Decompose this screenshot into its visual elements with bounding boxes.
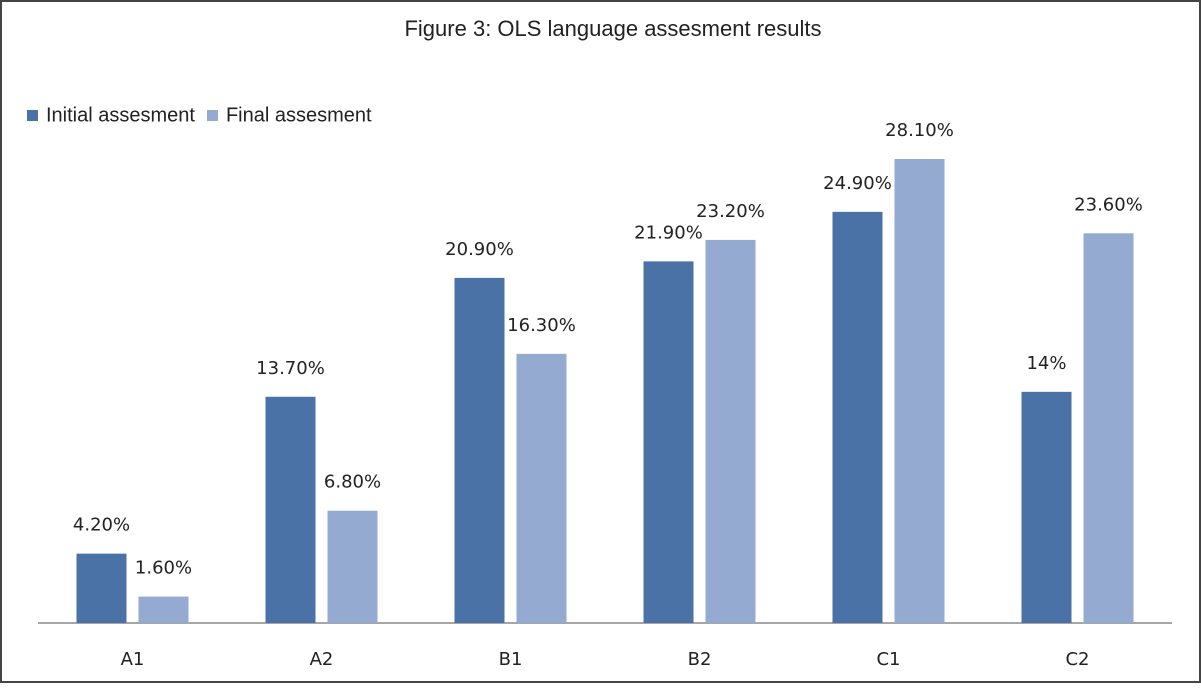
bar	[832, 211, 883, 624]
x-tick-label: B2	[688, 649, 712, 670]
value-label: 1.60%	[135, 558, 192, 579]
x-tick-label: B1	[499, 649, 523, 670]
bar	[516, 353, 567, 623]
bar	[894, 159, 945, 623]
value-label: 16.30%	[507, 315, 576, 336]
value-label: 14%	[1026, 353, 1066, 374]
bar	[76, 553, 127, 623]
legend: Initial assesment Final assesment	[27, 104, 372, 126]
bar	[643, 261, 694, 623]
value-label: 4.20%	[73, 515, 130, 536]
value-label: 24.90%	[823, 173, 892, 194]
value-label: 21.90%	[634, 222, 703, 243]
x-tick-label: C1	[876, 649, 900, 670]
x-tick-label: C2	[1065, 649, 1089, 670]
value-label: 6.80%	[324, 472, 381, 493]
bar	[454, 277, 505, 623]
legend-swatch	[27, 110, 38, 121]
bar	[265, 396, 316, 623]
legend-swatch	[206, 110, 218, 121]
bar	[705, 239, 756, 624]
value-label: 20.90%	[445, 239, 514, 260]
value-label: 23.60%	[1074, 194, 1143, 215]
bar	[1083, 233, 1134, 624]
bar	[327, 510, 378, 623]
legend-label: Final assesment	[226, 104, 372, 126]
x-tick-label: A1	[121, 649, 145, 670]
bar	[138, 596, 189, 623]
x-tick-label: A2	[310, 649, 334, 670]
bar	[1021, 391, 1072, 623]
value-label: 23.20%	[696, 201, 765, 222]
chart-title: Figure 3: OLS language assesment results	[404, 16, 821, 41]
value-label: 28.10%	[885, 120, 954, 141]
legend-label: Initial assesment	[46, 104, 195, 126]
value-label: 13.70%	[256, 358, 325, 379]
